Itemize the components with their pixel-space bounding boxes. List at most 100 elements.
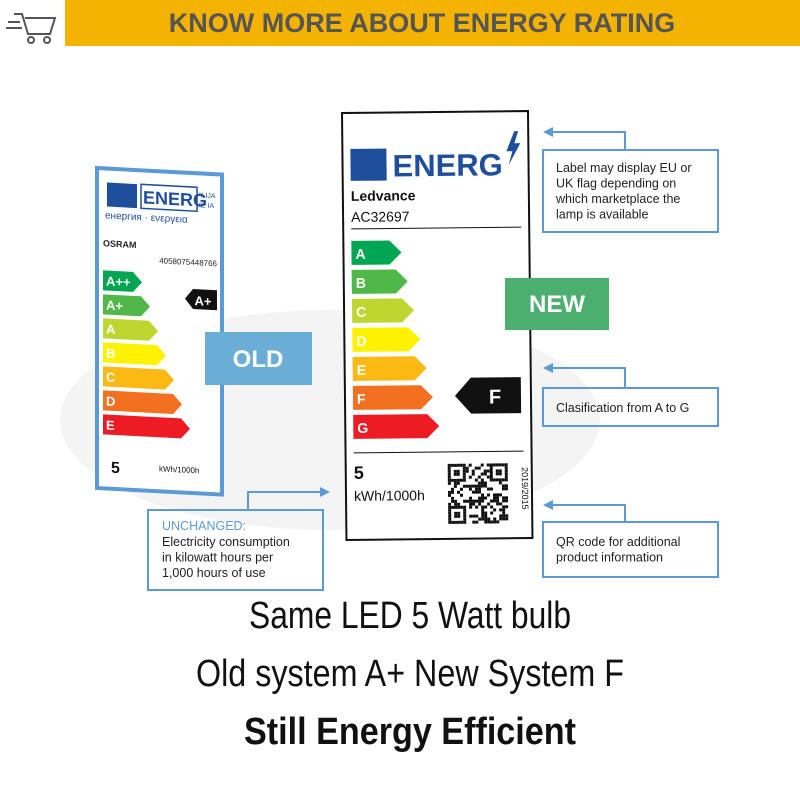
class-label: F — [357, 391, 366, 407]
qr-module — [504, 484, 508, 488]
class-label: A — [355, 246, 365, 262]
qr-module — [462, 484, 466, 488]
class-label: B — [356, 275, 366, 291]
qr-module — [477, 466, 481, 470]
qr-module — [505, 514, 509, 518]
class-label: A — [106, 321, 116, 337]
eu-flag — [350, 148, 387, 181]
new-tag — [505, 278, 609, 330]
qr-module — [448, 517, 452, 521]
arrowhead — [543, 363, 553, 373]
unchanged-heading: UNCHANGED: — [162, 519, 246, 533]
qr-module — [495, 463, 499, 467]
arrowhead — [543, 500, 553, 510]
class-label: A+ — [106, 297, 123, 313]
rating: A+ — [195, 293, 212, 309]
divider — [353, 450, 524, 454]
qr-code — [447, 463, 509, 524]
qr-module — [453, 463, 457, 467]
qr-module — [457, 520, 461, 524]
qr-module — [496, 520, 500, 524]
qr-module — [504, 487, 508, 491]
arrowheads — [320, 127, 553, 510]
qr-module — [483, 469, 487, 473]
qr-module — [463, 499, 467, 503]
qr-module — [477, 481, 481, 485]
qr-module — [481, 508, 485, 512]
class-arrow — [103, 270, 142, 292]
qr-module — [474, 466, 478, 470]
unit: kWh/1000h — [354, 487, 425, 504]
qr-module — [451, 496, 455, 500]
qr-module — [481, 511, 485, 515]
qr-module — [504, 469, 508, 473]
qr-module — [469, 505, 473, 509]
qr-module — [504, 466, 508, 470]
callout-line — [552, 504, 626, 522]
qr-module — [457, 502, 461, 506]
qr-module — [483, 484, 487, 488]
class-arrow — [103, 318, 158, 341]
qr-module — [475, 520, 479, 524]
qr-module — [472, 502, 476, 506]
qr-module — [498, 478, 502, 482]
qr-module — [460, 505, 464, 509]
qr-module — [453, 472, 457, 476]
class-label: C — [356, 304, 366, 320]
qr-module — [498, 472, 502, 476]
qr-module — [505, 499, 509, 503]
qr-module — [450, 487, 454, 491]
rating-arrow — [185, 289, 217, 311]
qr-module — [484, 511, 488, 515]
qr-module — [471, 472, 475, 476]
class-arrow — [103, 294, 150, 317]
qr-module — [504, 478, 508, 482]
qr-module — [496, 496, 500, 500]
qr-module — [486, 463, 490, 467]
qr-module — [456, 481, 460, 485]
qr-module — [456, 472, 460, 476]
qr-module — [492, 493, 497, 497]
qr-module — [495, 478, 499, 482]
qr-module — [459, 487, 463, 491]
qr-module — [480, 493, 485, 497]
brand-suffix: Y IJA — [199, 192, 216, 200]
qr-module — [493, 499, 497, 503]
class-label: B — [106, 345, 115, 360]
regulation: 2019/2015 — [520, 467, 530, 510]
qr-module — [469, 496, 473, 500]
qr-module — [505, 517, 509, 521]
qr-module — [459, 463, 463, 467]
callout-text: QR code for additional — [556, 535, 680, 549]
old-tag — [205, 332, 312, 385]
qr-module — [453, 469, 457, 473]
qr-module — [481, 505, 485, 509]
qr-module — [478, 517, 482, 521]
qr-module — [462, 475, 466, 479]
qr-module — [478, 499, 482, 503]
bolt-icon — [506, 131, 521, 166]
callout-text: Clasification from A to G — [556, 401, 689, 415]
callout-frames — [147, 131, 719, 591]
qr-module — [490, 511, 494, 515]
qr-module — [502, 496, 506, 500]
qr-module — [456, 478, 460, 482]
qr-module — [462, 478, 466, 482]
qr-module — [447, 463, 451, 467]
qr-module — [463, 520, 467, 524]
qr-module — [489, 487, 493, 491]
qr-module — [447, 493, 452, 497]
class-arrow — [351, 240, 402, 265]
callout-text: which marketplace the — [555, 192, 680, 206]
qr-module — [501, 487, 505, 491]
consumption: 5 — [354, 463, 364, 483]
qr-module — [463, 517, 467, 521]
qr-module — [451, 499, 455, 503]
qr-module — [501, 463, 505, 467]
model: 4058075448766 — [159, 256, 217, 268]
qr-module — [489, 469, 493, 473]
class-arrow — [352, 385, 433, 410]
qr-module — [481, 514, 485, 518]
qr-module — [466, 499, 470, 503]
qr-module — [447, 475, 451, 479]
